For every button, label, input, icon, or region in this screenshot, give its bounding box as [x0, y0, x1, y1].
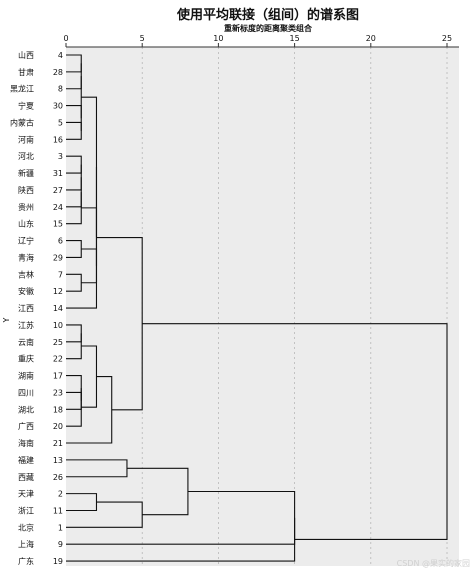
- leaf-index: 4: [58, 51, 63, 60]
- leaf-index: 30: [53, 102, 63, 111]
- leaf-index: 25: [53, 338, 63, 347]
- chart-subtitle: 重新标度的距离聚类组合: [224, 23, 313, 33]
- leaf-label: 云南: [18, 337, 34, 347]
- watermark: CSDN @果实的家园: [397, 558, 470, 568]
- dendrogram-link: [66, 192, 82, 225]
- leaf-label: 陕西: [18, 185, 34, 195]
- leaf-label: 海南: [18, 438, 34, 448]
- leaf-index: 13: [53, 456, 63, 465]
- leaf-index: 23: [53, 388, 63, 397]
- leaf-index: 27: [53, 186, 63, 195]
- leaf-index: 20: [53, 422, 63, 431]
- leaf-index: 1: [58, 523, 63, 532]
- x-tick-label: 5: [140, 34, 145, 43]
- leaf-index: 28: [53, 68, 63, 77]
- leaf-label: 青海: [18, 252, 34, 262]
- leaf-index: 17: [53, 372, 63, 381]
- chart-title: 使用平均联接（组间）的谱系图: [176, 7, 359, 23]
- leaf-label: 安徽: [18, 286, 34, 296]
- leaf-index: 5: [58, 118, 63, 127]
- leaf-index: 11: [53, 506, 63, 515]
- x-tick-label: 25: [442, 34, 452, 43]
- y-axis-label: Y: [2, 317, 11, 323]
- dendrogram-link: [66, 333, 82, 360]
- grid-lines: [141, 47, 448, 566]
- x-axis: 0 5 10 15 20 25: [63, 34, 459, 48]
- leaf-label: 江苏: [18, 320, 34, 330]
- leaf-index: 8: [58, 85, 63, 94]
- dendrogram-link: [66, 517, 296, 562]
- leaf-index: 19: [53, 557, 63, 566]
- leaf-index: 6: [58, 237, 63, 246]
- leaf-label: 山东: [18, 219, 34, 229]
- x-tick-label: 10: [213, 34, 223, 43]
- leaf-label: 上海: [18, 539, 34, 549]
- dendrogram-link: [66, 388, 82, 427]
- leaf-label: 内蒙古: [10, 117, 34, 127]
- leaf-label: 河北: [18, 151, 34, 161]
- leaf-label: 宁夏: [18, 101, 34, 111]
- leaf-label: 四川: [18, 388, 34, 397]
- leaf-index: 21: [53, 439, 63, 448]
- dendrogram-link: [66, 490, 296, 545]
- plot-area: [66, 47, 459, 566]
- x-tick-label: 20: [366, 34, 376, 43]
- leaf-label: 浙江: [18, 505, 34, 515]
- leaf-label: 吉林: [18, 269, 34, 279]
- leaf-label: 江西: [18, 304, 34, 313]
- leaf-label: 辽宁: [18, 236, 34, 246]
- leaf-index: 12: [53, 287, 63, 296]
- leaf-index: 18: [53, 405, 63, 414]
- leaf-index: 9: [58, 540, 63, 549]
- leaf-index: 14: [53, 304, 63, 313]
- leaf-label: 新疆: [18, 168, 34, 178]
- leaf-index: 29: [53, 253, 63, 262]
- leaf-label: 山西: [18, 50, 34, 60]
- leaf-label: 天津: [18, 489, 34, 499]
- dendrogram-link: [66, 167, 98, 309]
- leaf-label: 广东: [18, 556, 34, 566]
- leaf-label: 西藏: [18, 472, 34, 482]
- dendrogram-links: [66, 54, 448, 562]
- leaf-index: 31: [53, 169, 63, 178]
- leaf-label: 湖北: [18, 405, 34, 414]
- leaf-label: 重庆: [18, 354, 34, 364]
- leaf-index: 16: [53, 135, 63, 144]
- leaf-label: 福建: [18, 455, 34, 465]
- leaf-label: 贵州: [18, 202, 34, 212]
- leaf-label: 北京: [18, 522, 34, 532]
- leaf-label: 湖南: [18, 371, 34, 381]
- leaf-index: 15: [53, 220, 63, 229]
- leaf-label: 甘肃: [18, 67, 34, 77]
- leaf-label: 黑龙江: [10, 84, 34, 94]
- leaf-index: 2: [58, 490, 63, 499]
- x-tick-label: 0: [63, 34, 68, 43]
- leaf-index: 26: [53, 473, 63, 482]
- leaf-index: 24: [53, 203, 63, 212]
- leaf-label: 广西: [18, 421, 34, 431]
- x-tick-label: 15: [290, 34, 300, 43]
- leaf-label: 河南: [18, 134, 34, 144]
- leaf-index: 7: [58, 270, 63, 279]
- leaf-index: 10: [53, 321, 63, 330]
- leaf-index: 3: [58, 152, 63, 161]
- leaf-index: 22: [53, 355, 63, 364]
- dendrogram-link: [142, 323, 448, 541]
